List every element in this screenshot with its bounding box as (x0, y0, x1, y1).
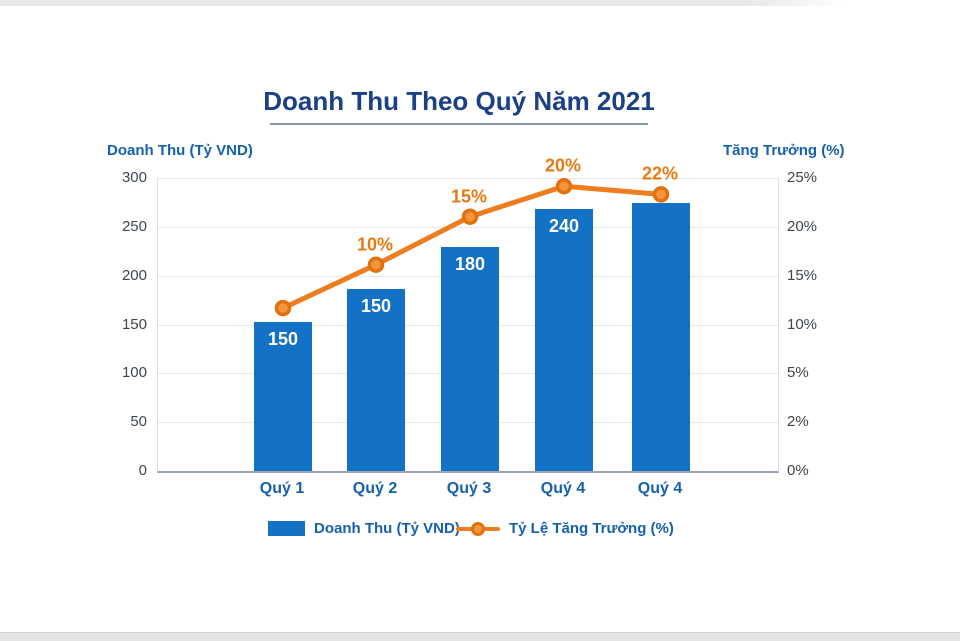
x-axis-label: Quý 2 (352, 480, 398, 497)
legend-bar-label: Doanh Thu (Tỷ VND) (314, 520, 460, 537)
line-marker-icon (367, 256, 385, 273)
line-point-label: 22% (641, 163, 679, 184)
left-axis-tick: 300 (121, 169, 147, 186)
top-edge-strip (0, 0, 845, 6)
right-axis-tick: 0% (787, 462, 809, 479)
bar-value-label: 150 (267, 329, 299, 349)
line-marker-icon (555, 177, 573, 195)
legend-item-growth: Tỷ Lệ Tăng Trưởng (%) (456, 520, 674, 537)
bar-quý-2: 150 (347, 289, 405, 471)
left-axis-tick: 0 (138, 462, 147, 479)
left-axis-tick: 200 (121, 267, 147, 284)
bar-value-label: 180 (454, 254, 486, 274)
bar-quý-4: 240 (535, 209, 593, 471)
x-axis-label: Quý 4 (637, 480, 683, 497)
x-axis-label: Quý 1 (259, 480, 305, 497)
legend-item-revenue: Doanh Thu (Tỷ VND) (268, 520, 460, 537)
legend-line-label: Tỷ Lệ Tăng Trưởng (%) (509, 520, 674, 537)
title-underline (270, 123, 648, 125)
left-axis-tick: 50 (130, 413, 147, 430)
x-axis-label: Quý 4 (540, 480, 586, 497)
right-axis-tick: 25% (787, 169, 818, 186)
chart-title: Doanh Thu Theo Quý Năm 2021 (263, 86, 655, 116)
gridline (158, 227, 778, 228)
right-axis-tick: 5% (787, 364, 809, 381)
left-axis-tick: 250 (121, 218, 147, 235)
x-axis-label: Quý 3 (446, 480, 492, 497)
right-axis-tick: 2% (787, 413, 809, 430)
left-axis-tick: 150 (121, 316, 147, 333)
line-point-label: 20% (544, 155, 582, 176)
bar-quý-4 (632, 203, 690, 471)
plot-area: 150 150 180 240 (157, 177, 779, 473)
bottom-edge-strip (0, 632, 960, 641)
right-axis-tick: 15% (787, 267, 818, 284)
bar-value-label: 150 (360, 296, 392, 316)
right-axis-tick: 20% (787, 218, 818, 235)
growth-line-chart (274, 177, 670, 317)
bar-quý-3: 180 (441, 247, 499, 471)
line-marker-icon (274, 299, 292, 317)
bar-value-label: 240 (548, 216, 580, 236)
right-axis-title: Tăng Trưởng (%) (723, 142, 845, 159)
bar-quý-1: 150 (254, 322, 312, 471)
legend-bar-swatch-icon (268, 521, 305, 536)
gridline (158, 178, 778, 179)
left-axis-title: Doanh Thu (Tỷ VND) (107, 142, 253, 159)
legend-line-marker-icon (456, 521, 500, 537)
line-point-label: 10% (356, 234, 394, 255)
line-marker-icon (461, 208, 479, 225)
line-point-label: 15% (450, 186, 488, 207)
left-axis-tick: 100 (121, 364, 147, 381)
line-marker-icon (652, 186, 670, 203)
right-axis-tick: 10% (787, 316, 818, 333)
